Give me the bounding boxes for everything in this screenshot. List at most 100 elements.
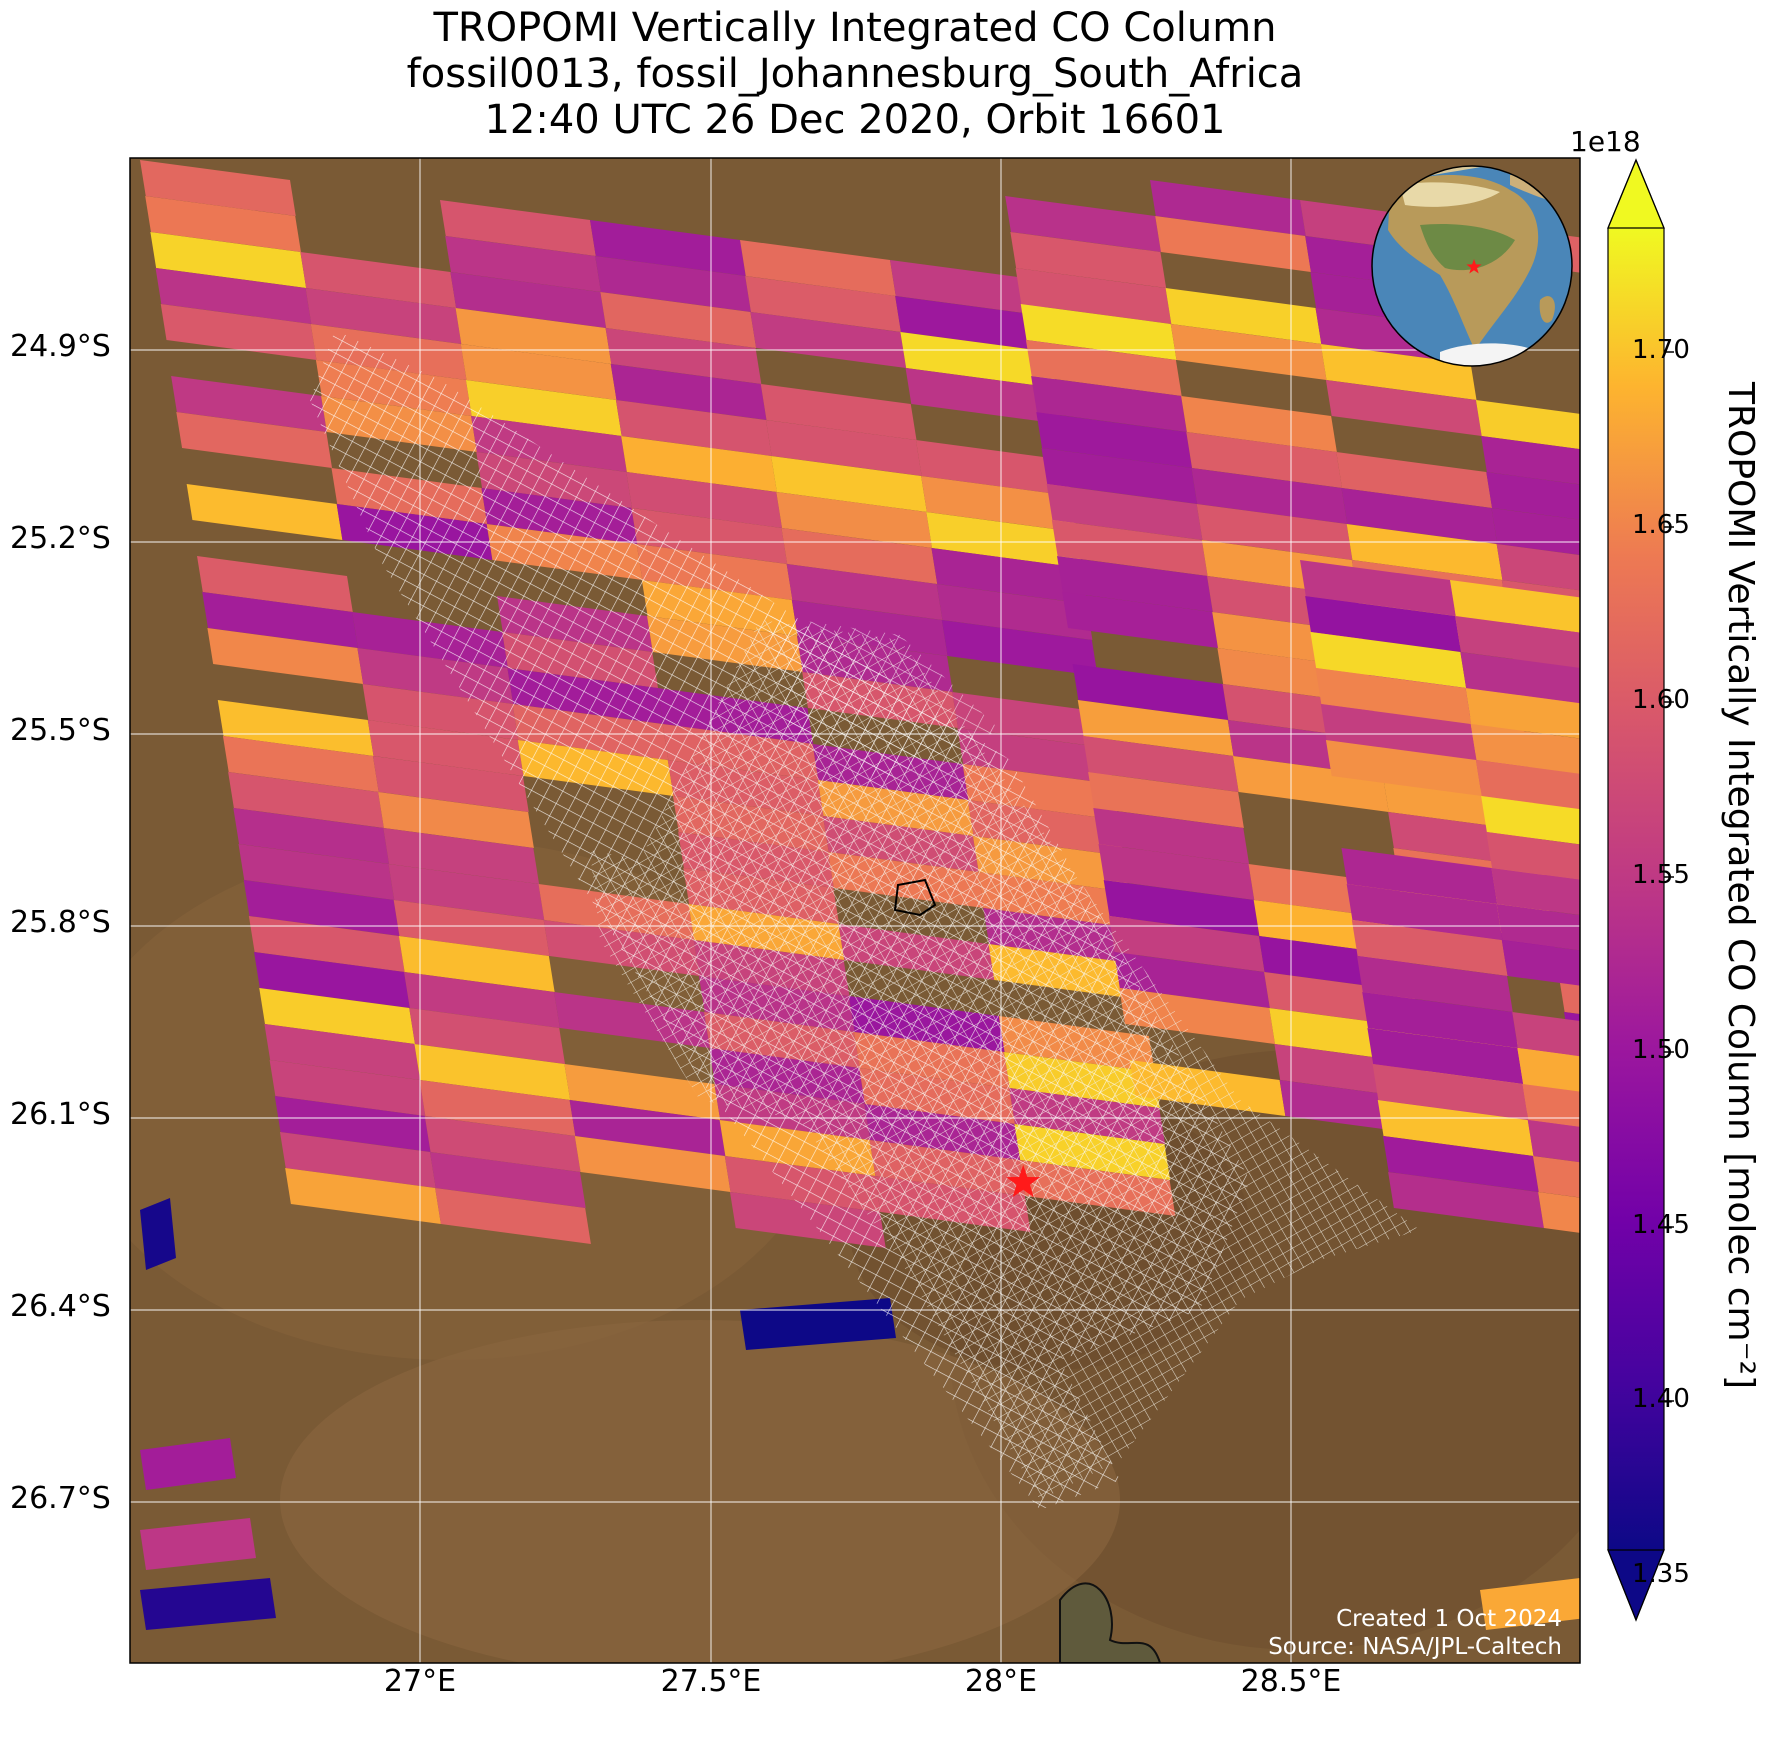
co-pixel	[1015, 268, 1172, 324]
co-pixel	[259, 988, 415, 1044]
co-pixel	[1010, 232, 1167, 288]
co-pixel	[248, 916, 405, 972]
colorbar-extend-max	[1607, 158, 1665, 229]
co-pixel	[140, 1518, 256, 1570]
co-pixel	[197, 556, 353, 612]
co-pixel	[590, 220, 746, 276]
co-pixel	[233, 808, 390, 864]
co-pixel	[890, 260, 1046, 316]
co-pixel	[1475, 760, 1580, 810]
colorbar-axis-label: TROPOMI Vertically Integrated CO Column …	[1720, 382, 1761, 1390]
co-pixel	[1093, 808, 1250, 864]
co-pixel	[207, 628, 364, 684]
plume-mesh-lower	[590, 620, 1420, 1500]
co-pixel	[383, 828, 540, 884]
globe-madagascar	[1539, 296, 1555, 323]
co-pixel	[1372, 1064, 1529, 1120]
lon-tick-label: 28.5°E	[1240, 1664, 1342, 1699]
co-pixel	[1481, 436, 1580, 485]
co-pixel	[424, 1116, 581, 1172]
co-pixel	[140, 1578, 276, 1630]
co-pixel	[915, 440, 1072, 496]
co-pixel	[771, 456, 927, 512]
co-pixel	[1150, 180, 1306, 236]
colorbar-tick-label: 1.60	[1632, 685, 1690, 715]
co-pixel	[393, 900, 550, 956]
co-pixel	[1041, 448, 1198, 504]
co-pixel	[1388, 1172, 1544, 1228]
co-pixel	[145, 196, 301, 252]
colorbar-tick-label: 1.70	[1632, 335, 1690, 365]
co-pixel	[300, 252, 457, 308]
co-pixel	[1486, 832, 1580, 880]
colorbar-tick-label: 1.40	[1632, 1384, 1690, 1414]
co-pixel	[941, 620, 1098, 676]
co-pixel	[1367, 1028, 1524, 1084]
co-pixel	[228, 772, 384, 828]
co-pixel	[465, 380, 622, 436]
colorbar-gradient	[1608, 228, 1664, 1550]
co-pixel	[1465, 688, 1580, 739]
co-pixel	[1077, 700, 1234, 756]
co-pixel	[1191, 468, 1348, 524]
co-pixel	[404, 972, 560, 1028]
co-pixel	[740, 240, 896, 296]
plume-grid-overlay	[310, 330, 1420, 1510]
co-pixel	[1181, 396, 1337, 452]
lat-tick-label: 26.7°S	[10, 1481, 111, 1516]
co-pixel	[1325, 380, 1482, 436]
globe-sahara	[1400, 182, 1500, 207]
co-pixel	[1062, 592, 1218, 648]
co-pixel	[1098, 844, 1255, 900]
co-pixel	[1455, 616, 1580, 668]
co-pixel	[1025, 340, 1182, 396]
lat-tick-label: 25.2°S	[10, 521, 111, 556]
basemap-texture	[280, 1320, 1120, 1663]
co-pixel	[1558, 976, 1580, 1015]
co-pixel	[1196, 504, 1353, 560]
co-pixel	[1315, 668, 1472, 724]
co-pixel	[1310, 632, 1467, 688]
co-pixel	[895, 296, 1051, 352]
city-outline	[893, 878, 937, 917]
colorbar-tick-label: 1.65	[1632, 510, 1690, 540]
co-pixel	[595, 256, 751, 312]
co-pixel	[921, 476, 1077, 532]
co-pixel	[1377, 1100, 1534, 1156]
co-pixel	[1491, 508, 1580, 556]
co-pixel	[1496, 544, 1580, 591]
co-pixel	[186, 484, 343, 540]
co-pixel	[435, 1188, 591, 1244]
co-pixel	[1300, 560, 1456, 616]
co-pixel	[1491, 868, 1580, 916]
co-pixel	[1305, 596, 1461, 652]
colorbar-tick-label: 1.50	[1632, 1035, 1690, 1065]
co-pixel	[202, 592, 358, 648]
co-pixel	[1522, 1084, 1580, 1127]
lat-tick-label: 26.1°S	[10, 1097, 111, 1132]
co-pixel	[155, 268, 312, 324]
co-pixel	[760, 384, 917, 440]
co-pixel	[450, 272, 607, 328]
co-pixel	[1046, 484, 1203, 540]
co-pixel	[419, 1080, 576, 1136]
co-pixel	[1057, 556, 1213, 612]
co-pixel	[1103, 880, 1260, 936]
co-pixel	[140, 160, 296, 216]
co-pixel	[1382, 1136, 1539, 1192]
site-marker-star	[1006, 1164, 1041, 1198]
co-pixel	[610, 364, 767, 420]
co-pixel	[1460, 652, 1580, 704]
co-pixel	[621, 436, 777, 492]
title-line-2: fossil0013, fossil_Johannesburg_South_Af…	[406, 51, 1304, 97]
colorbar-tick-marks	[1664, 351, 1674, 1402]
co-pixel	[574, 1136, 731, 1192]
co-pixel	[171, 376, 327, 432]
co-pixel	[1341, 488, 1498, 544]
lon-tick-label: 27.5°E	[660, 1664, 762, 1699]
co-pixel	[1351, 920, 1508, 976]
co-pixel	[388, 864, 545, 920]
co-pixel	[1088, 772, 1244, 828]
co-pixel	[926, 512, 1083, 568]
co-pixel	[1346, 524, 1503, 580]
